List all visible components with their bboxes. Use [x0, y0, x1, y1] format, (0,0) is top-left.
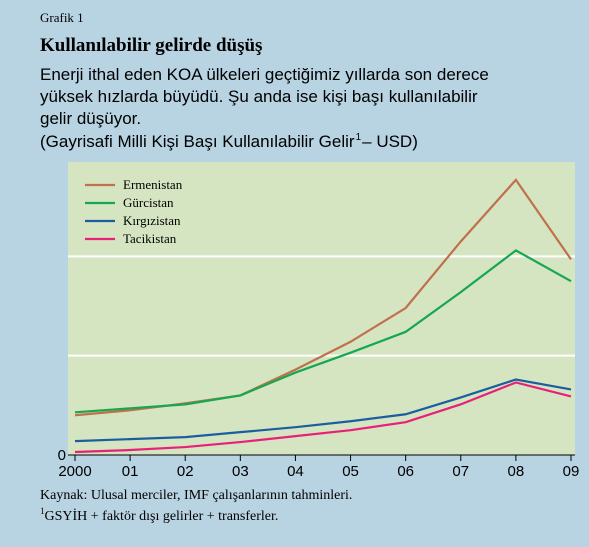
subtitle: Enerji ithal eden KOA ülkeleri geçtiğimi…: [40, 65, 489, 84]
series-line: [74, 381, 572, 454]
legend-label: Kırgızistan: [123, 213, 181, 228]
unit-label: (Gayrisafi Milli Kişi Başı Kullanılabili…: [40, 132, 355, 151]
x-tick-label: 07: [452, 463, 469, 480]
kicker: Grafik 1: [40, 10, 84, 25]
chart-title: Kullanılabilir gelirde düşüş: [40, 35, 262, 56]
x-tick-label: 01: [122, 463, 139, 480]
legend-label: Ermenistan: [123, 177, 183, 192]
source: Kaynak: Ulusal merciler, IMF çalışanları…: [40, 488, 352, 503]
legend-label: Gürcistan: [123, 195, 174, 210]
series-line: [74, 249, 572, 414]
footnote-mark: 1: [40, 506, 45, 516]
x-tick-label: 2000: [58, 463, 91, 480]
legend-label: Tacikistan: [123, 231, 177, 246]
x-tick-label: 08: [508, 463, 525, 480]
series-line: [74, 378, 572, 443]
x-tick-label: 02: [177, 463, 194, 480]
x-tick-label: 03: [232, 463, 249, 480]
subtitle: yüksek hızlarda büyüdü. Şu anda ise kişi…: [40, 87, 478, 106]
unit-label: – USD): [362, 132, 418, 151]
unit-footnote-mark: 1: [356, 132, 362, 143]
subtitle: gelir düşüyor.: [40, 109, 141, 128]
y-tick-label: 0: [58, 447, 66, 464]
x-tick-label: 06: [397, 463, 414, 480]
x-tick-label: 05: [342, 463, 359, 480]
x-tick-label: 09: [563, 463, 580, 480]
footnote: GSYİH + faktör dışı gelirler + transferl…: [45, 508, 279, 524]
x-tick-label: 04: [287, 463, 304, 480]
